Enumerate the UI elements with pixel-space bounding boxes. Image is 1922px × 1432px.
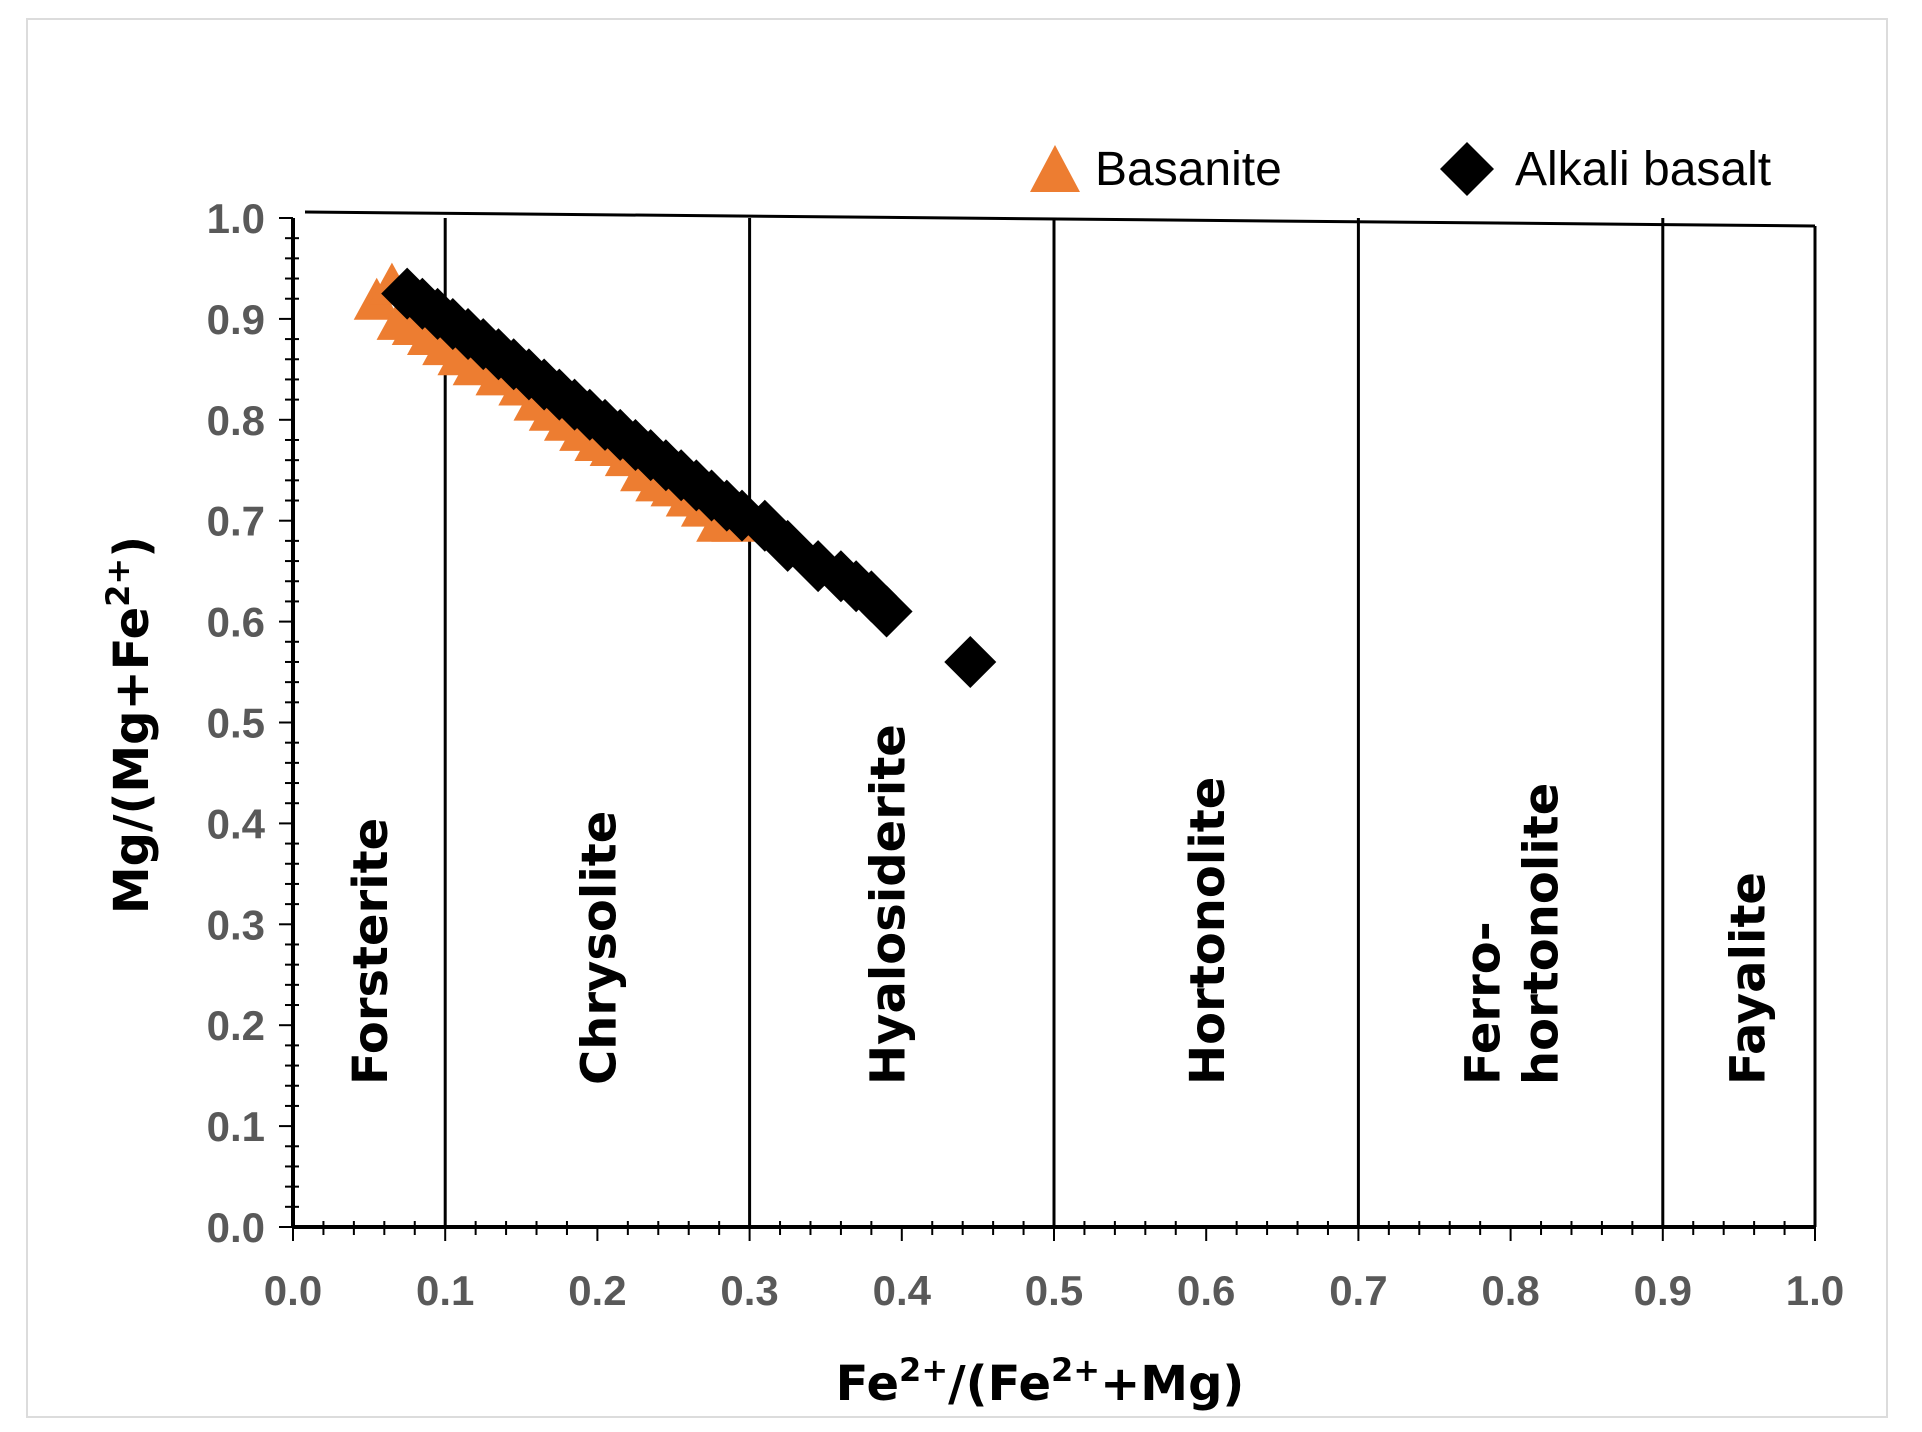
y-tick-label: 0.7 [207,498,265,545]
region-boundaries [443,218,1665,1227]
legend-alkali-basalt-label: Alkali basalt [1515,143,1771,196]
x-axis-title: Fe2+/(Fe2++Mg) [836,1351,1245,1412]
x-tick-label: 0.0 [264,1267,322,1314]
series-layer [353,262,997,688]
y-tick-label: 0.3 [207,901,265,948]
y-tick-label: 0.1 [207,1103,265,1150]
y-tick-label: 0.4 [207,800,266,847]
x-tick-label: 0.8 [1481,1267,1539,1314]
region-label-line: Fayalite [1721,872,1777,1085]
region-label-line: Hortonolite [1180,777,1236,1085]
x-tick-label: 0.6 [1177,1267,1235,1314]
x-axis-ticks: 0.0 0.1 0.2 0.3 0.4 0.5 0.6 0.7 0.8 0.9 1.0 [264,1267,1844,1314]
y-axis-title: Mg/(Mg+Fe2+) [99,536,160,914]
alkali-basalt-point [860,585,913,638]
y-tick-label: 1.0 [207,195,265,242]
x-tick-label: 0.7 [1329,1267,1387,1314]
y-tick-label: 0.2 [207,1002,265,1049]
alkali-basalt-point [944,635,997,688]
y-tick-label: 0.6 [207,599,265,646]
region-label-hyalosiderite: Hyalosiderite [861,724,917,1085]
x-tick-label: 0.4 [873,1267,932,1314]
x-tick-label: 0.2 [568,1267,626,1314]
x-tick-label: 0.5 [1025,1267,1083,1314]
region-label-line: Chrysolite [571,811,627,1085]
y-tick-label: 0.9 [207,296,265,343]
x-tick-label: 0.3 [720,1267,778,1314]
region-label-line: hortonolite [1514,783,1570,1085]
region-label-fayalite: Fayalite [1721,872,1777,1085]
legend-basanite-label: Basanite [1095,143,1282,196]
y-tick-label: 0.0 [207,1204,265,1251]
region-label-line: Ferro- [1456,921,1512,1085]
x-tick-label: 0.9 [1634,1267,1692,1314]
axes [279,210,1817,1241]
region-label-ferrohortonolite: Ferro-hortonolite [1456,783,1570,1085]
top-border-line [304,210,1816,228]
y-tick-label: 0.8 [207,397,265,444]
region-label-line: Hyalosiderite [861,724,917,1085]
region-labels: Forsterite Chrysolite Hyalosiderite Hortono… [343,724,1776,1085]
region-label-line: Forsterite [343,818,399,1085]
y-axis-ticks: 0.0 0.1 0.2 0.3 0.4 0.5 0.6 0.7 0.8 0.9 1.0 [207,195,266,1251]
legend: Basanite Alkali basalt [1030,142,1771,196]
x-tick-label: 1.0 [1786,1267,1844,1314]
y-tick-label: 0.5 [207,700,265,747]
legend-alkali-basalt-marker [1440,142,1494,196]
legend-basanite-marker [1030,145,1080,192]
region-label-forsterite: Forsterite [343,818,399,1085]
x-tick-label: 0.1 [416,1267,474,1314]
region-label-hortonolite: Hortonolite [1180,777,1236,1085]
series-alkali-basalt [381,267,997,688]
region-label-chrysolite: Chrysolite [571,811,627,1085]
figure-frame [26,18,1888,1418]
